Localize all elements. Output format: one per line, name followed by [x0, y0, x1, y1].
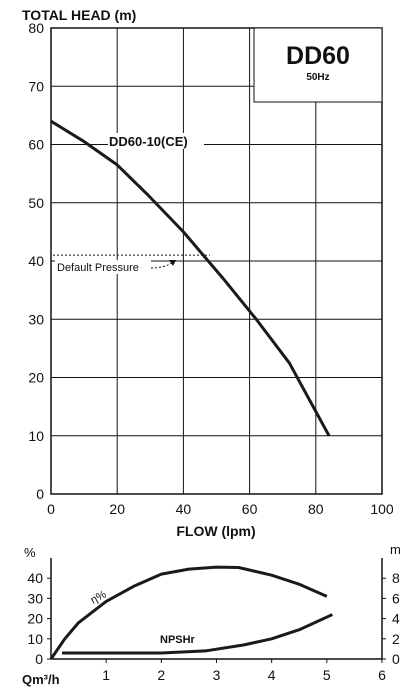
head-tick-labels: 0 10 20 30 40 50 60 70 80 0 20 40 60 80 100 — [28, 20, 393, 517]
head-axis-title: TOTAL HEAD (m) — [22, 7, 136, 23]
model-box — [253, 27, 383, 103]
efficiency-axis-unit: % — [24, 545, 36, 560]
flow-m3h-axis-title: Qm³/h — [22, 672, 60, 687]
npsh-axis-unit: m — [390, 542, 401, 557]
efficiency-npsh-chart: 0 10 20 30 40 0 2 4 6 8 1 2 3 4 5 6 % m Qm³/h η% NPSHr — [22, 542, 401, 687]
npsh-right-tick-label: 8 — [392, 570, 400, 586]
head-x-tick-label: 60 — [242, 501, 258, 517]
head-y-tick-label: 60 — [28, 137, 44, 153]
head-y-tick-label: 50 — [28, 195, 44, 211]
head-x-tick-label: 20 — [109, 501, 125, 517]
efficiency-left-tick-label: 20 — [27, 611, 43, 627]
head-y-tick-label: 40 — [28, 253, 44, 269]
flow-m3h-tick-label: 6 — [378, 667, 386, 683]
flow-m3h-tick-label: 1 — [102, 667, 110, 683]
series-line-npshr — [62, 613, 333, 655]
efficiency-chart-tick-labels: 0 10 20 30 40 0 2 4 6 8 1 2 3 4 5 6 — [27, 570, 400, 683]
head-y-tick-label: 70 — [28, 78, 44, 94]
series-label-efficiency: η% — [89, 588, 109, 606]
head-x-tick-label: 100 — [370, 501, 394, 517]
default-pressure-label: Default Pressure — [57, 262, 139, 274]
npsh-right-tick-label: 6 — [392, 590, 400, 606]
flow-m3h-tick-label: 3 — [213, 667, 221, 683]
series-label-dd60-10ce: DD60-10(CE) — [109, 134, 188, 149]
efficiency-left-tick-label: 30 — [27, 590, 43, 606]
model-frequency: 50Hz — [306, 72, 329, 83]
flow-m3h-tick-label: 5 — [323, 667, 331, 683]
head-x-tick-label: 80 — [308, 501, 324, 517]
model-name: DD60 — [286, 42, 350, 70]
head-x-tick-label: 0 — [47, 501, 55, 517]
default-pressure-arrow — [150, 261, 174, 269]
series-label-backdrop — [108, 133, 204, 149]
npsh-right-tick-label: 2 — [392, 631, 400, 647]
head-y-tick-label: 30 — [28, 311, 44, 327]
flow-m3h-tick-label: 4 — [268, 667, 276, 683]
efficiency-chart-frame — [50, 558, 383, 660]
series-line-efficiency — [49, 565, 328, 660]
flow-m3h-tick-label: 2 — [157, 667, 165, 683]
head-chart: 0 10 20 30 40 50 60 70 80 0 20 40 60 80 100 TOTAL HEAD… — [22, 7, 394, 539]
series-line-dd60-10ce — [50, 119, 331, 437]
default-pressure-arrowhead — [169, 260, 176, 266]
head-y-tick-label: 80 — [28, 20, 44, 36]
efficiency-left-tick-label: 10 — [27, 631, 43, 647]
efficiency-left-tick-label: 0 — [35, 651, 43, 667]
head-y-tick-label: 10 — [28, 428, 44, 444]
efficiency-left-tick-label: 40 — [27, 570, 43, 586]
head-y-tick-label: 0 — [36, 486, 44, 502]
head-x-axis-title: FLOW (lpm) — [176, 523, 255, 539]
head-x-tick-label: 40 — [176, 501, 192, 517]
head-y-tick-label: 20 — [28, 370, 44, 386]
default-pressure-backdrop — [55, 260, 151, 274]
npsh-right-tick-label: 4 — [392, 611, 400, 627]
npsh-right-tick-label: 0 — [392, 651, 400, 667]
series-label-npshr: NPSHr — [160, 634, 196, 646]
